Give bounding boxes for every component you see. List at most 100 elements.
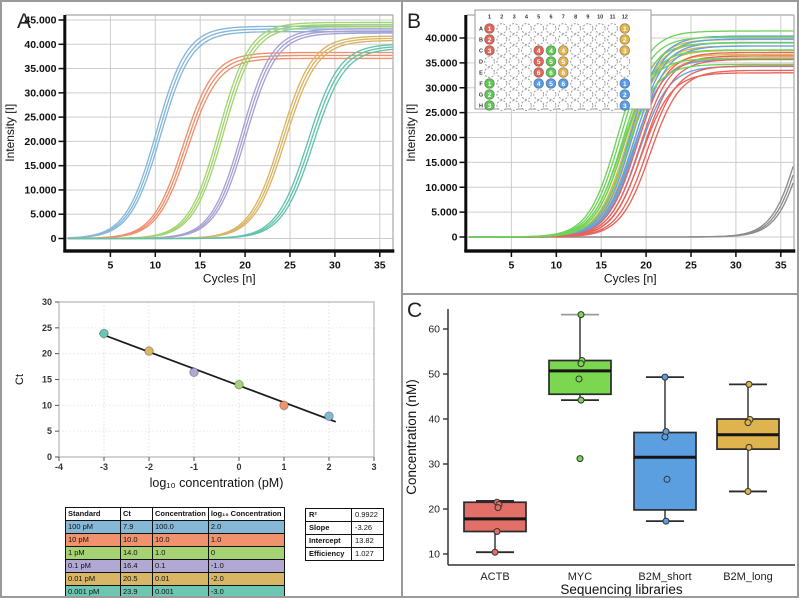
svg-text:4: 4: [537, 81, 541, 88]
regression-stats-table: R² 0.9922 Slope -3.26 Intercept 13.82 Efficien…: [305, 508, 384, 561]
header-cell: Concentration: [152, 507, 209, 521]
standard-table-header: Standard Ct Concentration log₁₀ Concentrati…: [65, 507, 285, 521]
empty-well: [545, 23, 557, 34]
svg-text:5: 5: [549, 81, 553, 88]
svg-text:45.000: 45.000: [24, 15, 56, 27]
svg-text:40.000: 40.000: [425, 33, 457, 45]
svg-text:5.000: 5.000: [431, 207, 457, 219]
svg-text:20: 20: [428, 504, 440, 516]
stats-table: R² 0.9922 Slope -3.26 Intercept 13.82 Efficien…: [305, 508, 384, 561]
datapoint-ACTB: [491, 548, 499, 556]
svg-text:30: 30: [730, 260, 742, 272]
svg-text:10: 10: [550, 260, 562, 272]
point-x0: [234, 379, 244, 390]
empty-well: [582, 78, 594, 89]
empty-well: [582, 67, 594, 78]
point-x1: [279, 400, 289, 411]
empty-well: [582, 23, 594, 34]
svg-text:4: 4: [561, 48, 565, 55]
box-B2M_short: [633, 373, 697, 525]
datapoint-MYC: [577, 311, 585, 319]
svg-text:6: 6: [549, 15, 552, 21]
svg-text:B2M_short: B2M_short: [638, 571, 691, 583]
well-C5-red: 4: [533, 45, 545, 56]
svg-text:D: D: [479, 60, 483, 66]
point-x2: [324, 411, 334, 421]
empty-well: [594, 56, 606, 67]
empty-well: [545, 100, 557, 111]
empty-well: [619, 67, 631, 78]
svg-text:30: 30: [428, 459, 440, 471]
empty-well: [570, 45, 582, 56]
empty-well: [533, 89, 545, 100]
svg-text:4: 4: [537, 48, 541, 55]
stat-label: Efficiency: [305, 547, 352, 561]
empty-well: [594, 45, 606, 56]
svg-text:11: 11: [610, 15, 616, 21]
table-cell: 100.0: [152, 520, 209, 534]
datapoint-B2M_short: [661, 433, 669, 441]
svg-text:40.000: 40.000: [24, 39, 56, 51]
empty-well: [484, 56, 495, 67]
svg-text:10: 10: [428, 549, 440, 561]
svg-text:3: 3: [513, 15, 516, 21]
svg-text:log₁₀ concentration (pM): log₁₀ concentration (pM): [150, 476, 284, 490]
svg-text:0: 0: [47, 452, 52, 462]
svg-text:20: 20: [42, 349, 52, 359]
svg-text:8: 8: [574, 15, 577, 21]
svg-text:15: 15: [595, 260, 607, 272]
point-x-3: [99, 328, 109, 339]
empty-well: [533, 34, 545, 45]
svg-text:-2: -2: [145, 462, 153, 472]
well-F1-green: 1: [484, 78, 495, 89]
svg-text:35: 35: [374, 260, 386, 272]
empty-well: [496, 100, 508, 111]
empty-well: [582, 34, 594, 45]
empty-well: [496, 34, 508, 45]
svg-text:25: 25: [42, 323, 52, 333]
svg-text:Intensity [I]: Intensity [I]: [3, 104, 17, 162]
panel-a-amplification-plot: 0 5.000 10.000 15.000 20.000 25.000 30.000 35.0…: [3, 14, 395, 286]
svg-text:C: C: [479, 49, 483, 55]
empty-well: [521, 89, 532, 100]
empty-well: [607, 56, 618, 67]
svg-text:1: 1: [623, 81, 627, 88]
svg-text:0: 0: [236, 462, 241, 472]
well-C1-red: 3: [484, 45, 495, 56]
svg-text:30: 30: [329, 260, 341, 272]
gridlines: [59, 302, 374, 457]
svg-text:5.000: 5.000: [30, 209, 56, 221]
empty-well: [496, 67, 508, 78]
series-10-pm: [67, 51, 393, 240]
empty-well: [484, 67, 495, 78]
svg-text:MYC: MYC: [568, 571, 593, 583]
table-cell: 0.1 pM: [65, 559, 121, 573]
svg-text:20.000: 20.000: [24, 136, 56, 148]
well-D5-red: 5: [533, 56, 545, 67]
empty-well: [533, 100, 545, 111]
svg-text:10.000: 10.000: [425, 182, 457, 194]
table-cell: 0.1: [152, 559, 209, 573]
empty-well: [607, 45, 618, 56]
table-cell: 16.4: [120, 559, 153, 573]
empty-well: [521, 45, 532, 56]
empty-well: [521, 56, 532, 67]
empty-well: [607, 78, 618, 89]
svg-text:Concentration (nM): Concentration (nM): [404, 379, 419, 495]
table-cell: 7.9: [120, 520, 153, 534]
well-E7-gold: 6: [558, 67, 569, 78]
header-cell: Standard: [65, 507, 121, 521]
svg-text:20.000: 20.000: [425, 132, 457, 144]
svg-text:35.000: 35.000: [425, 57, 457, 69]
panel-b-label: B: [407, 10, 422, 33]
svg-text:2: 2: [488, 92, 492, 99]
empty-well: [594, 89, 606, 100]
empty-well: [570, 78, 582, 89]
empty-well: [582, 45, 594, 56]
svg-text:1: 1: [488, 15, 491, 21]
svg-text:A: A: [479, 27, 483, 33]
panel-c-boxplot: 10 20 30 40 50 60 ACTB MYC B2M_short B2M_long Sequ…: [404, 309, 795, 596]
svg-text:ACTB: ACTB: [480, 571, 509, 583]
empty-well: [570, 100, 582, 111]
